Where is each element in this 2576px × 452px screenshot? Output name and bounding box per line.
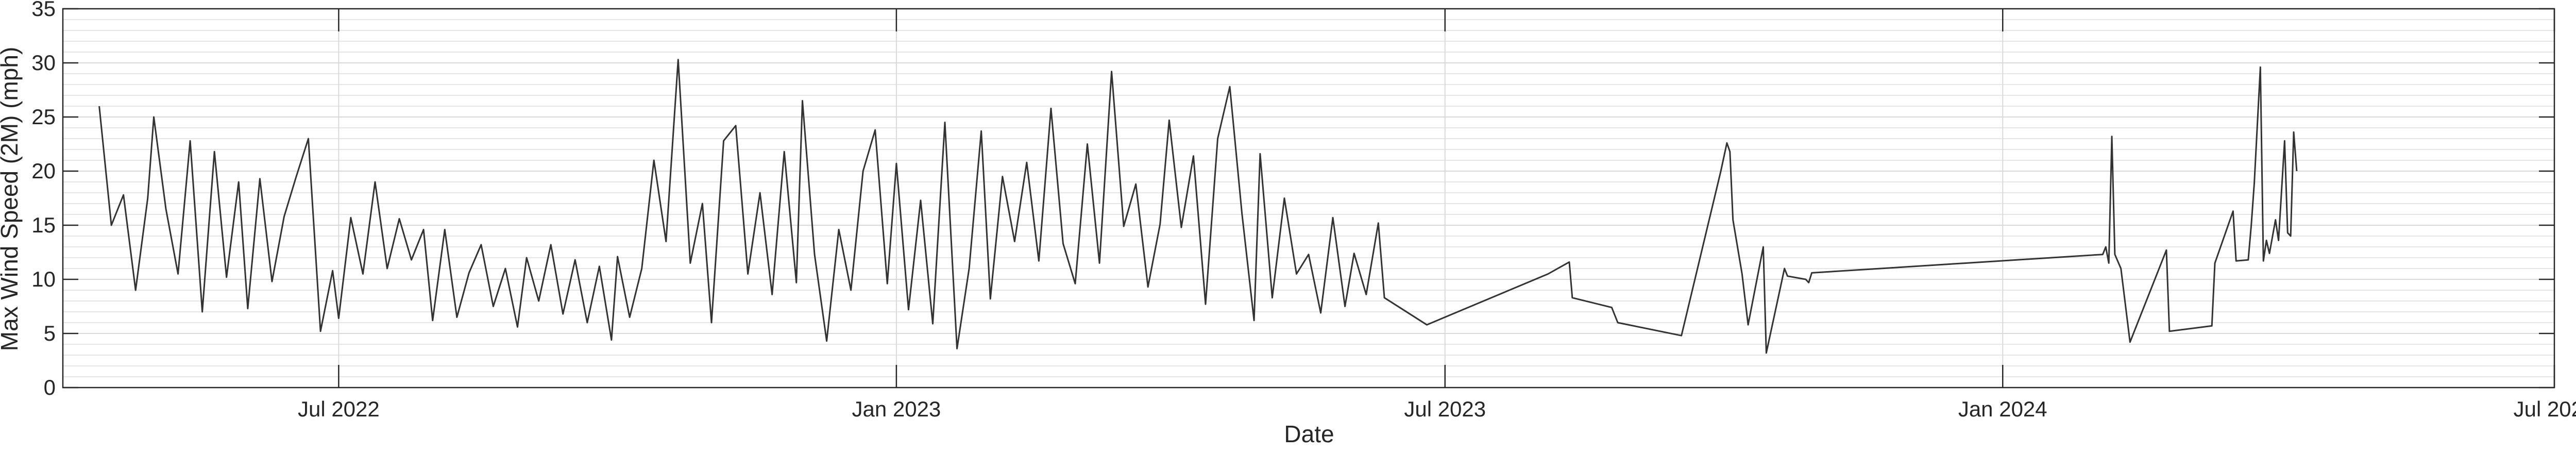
plot-frame <box>62 8 2555 389</box>
y-tick-label: 15 <box>31 213 56 237</box>
y-tick-label: 10 <box>31 267 56 291</box>
x-tick-label: Jul 2023 <box>1404 397 1486 421</box>
x-tick-label: Jul 2022 <box>298 397 380 421</box>
x-axis-label: Date <box>1284 421 1334 447</box>
x-tick-label: Jul 2024 <box>2514 397 2576 421</box>
y-tick-label: 25 <box>31 105 56 129</box>
data-line <box>98 59 2298 354</box>
y-tick-label: 35 <box>31 0 56 21</box>
y-tick-label: 5 <box>44 321 56 345</box>
y-tick-label: 0 <box>44 375 56 399</box>
y-tick-label: 20 <box>31 159 56 183</box>
y-tick-label: 30 <box>31 51 56 75</box>
y-axis-label: Max Wind Speed (2M) (mph) <box>0 47 23 351</box>
x-tick-label: Jan 2023 <box>852 397 941 421</box>
x-tick-label: Jan 2024 <box>1958 397 2047 421</box>
